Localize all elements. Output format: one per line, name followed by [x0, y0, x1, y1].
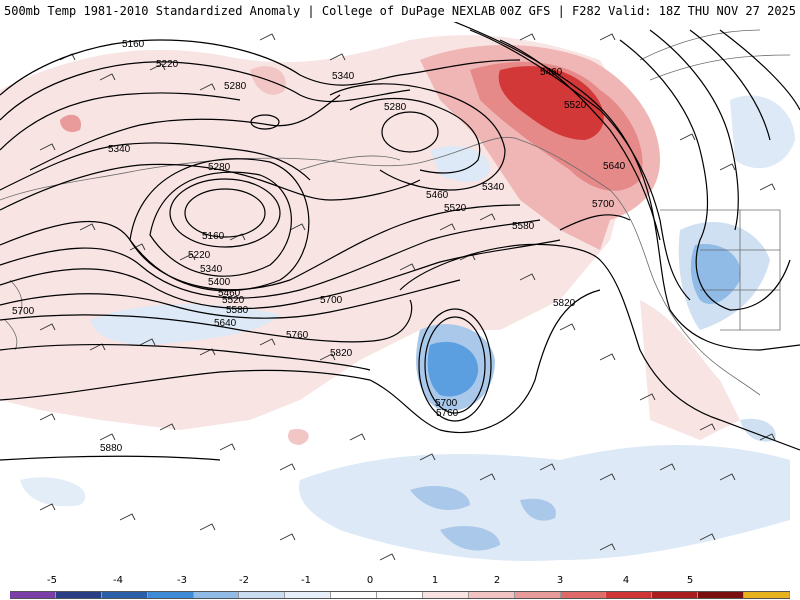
colorbar-swatch [744, 592, 790, 598]
run-valid-time: 00Z GFS | F282 Valid: 18Z THU NOV 27 202… [499, 4, 796, 18]
colorbar-swatch [468, 592, 515, 598]
height-label: 5820 [553, 298, 576, 309]
height-label: 5460 [218, 288, 241, 299]
colorbar-swatch [55, 592, 102, 598]
colorbar-swatch [331, 592, 377, 598]
colorbar-swatch [652, 592, 699, 598]
height-label: 5760 [436, 408, 459, 419]
header-bar: 500mb Temp 1981-2010 Standardized Anomal… [0, 0, 800, 22]
colorbar-swatch [560, 592, 607, 598]
colorbar-label: 3 [556, 575, 564, 586]
colorbar-swatch [10, 592, 56, 598]
height-label: 5640 [603, 161, 626, 172]
height-label: 5400 [208, 277, 231, 288]
height-label: 5160 [122, 39, 145, 50]
colorbar-label: 2 [493, 575, 501, 586]
height-label: 5340 [332, 71, 355, 82]
colorbar-swatch [377, 592, 423, 598]
height-label: 5700 [12, 306, 35, 317]
colorbar-swatch [698, 592, 744, 598]
height-label: 5700 [592, 199, 615, 210]
height-label: 5220 [156, 59, 179, 70]
height-label: 5460 [426, 190, 449, 201]
height-label: 5580 [226, 305, 249, 316]
height-label: 5220 [188, 250, 211, 261]
height-label: 5820 [330, 348, 353, 359]
height-label: 5340 [200, 264, 223, 275]
colorbar-label: 1 [431, 575, 439, 586]
height-label: 5520 [222, 295, 245, 306]
height-label: 5160 [202, 231, 225, 242]
height-labels: 5160 5220 5280 5340 5280 5340 5280 5160 … [12, 39, 626, 454]
height-contours [0, 22, 800, 461]
height-label: 5880 [100, 443, 123, 454]
cool-anomaly-fill [20, 95, 795, 561]
colorbar-swatch [147, 592, 194, 598]
wind-barbs [39, 33, 776, 561]
colorbar-swatch [514, 592, 561, 598]
height-label: 5280 [384, 102, 407, 113]
height-label: 5580 [512, 221, 535, 232]
colorbar-swatch [193, 592, 240, 598]
height-label: 5520 [564, 100, 587, 111]
anomaly-colorbar: -5 -4 -3 -2 -1 0 1 2 3 4 5 [0, 575, 800, 600]
height-label: 5340 [108, 144, 131, 155]
height-label: 5700 [320, 295, 343, 306]
height-label: 5640 [214, 318, 237, 329]
colorbar-label: 0 [366, 575, 374, 586]
colorbar-label: 5 [686, 575, 694, 586]
colorbar-label: -4 [113, 575, 123, 586]
coastlines [0, 29, 791, 396]
height-label: 5280 [208, 162, 231, 173]
height-label: 5460 [540, 67, 563, 78]
product-title: 500mb Temp 1981-2010 Standardized Anomal… [4, 4, 496, 18]
height-label: 5700 [435, 398, 458, 409]
height-label: 5280 [224, 81, 247, 92]
height-label: 5340 [482, 182, 505, 193]
colorbar-swatch [422, 592, 469, 598]
height-label: 5760 [286, 330, 309, 341]
colorbar-label: -2 [239, 575, 249, 586]
height-label: 5520 [444, 203, 467, 214]
colorbar-swatch [239, 592, 286, 598]
colorbar-label: -3 [177, 575, 187, 586]
colorbar-swatch [285, 592, 332, 598]
colorbar-swatch [101, 592, 148, 598]
colorbar-label: 4 [622, 575, 630, 586]
anomaly-map: 5160 5220 5280 5340 5280 5340 5280 5160 … [0, 22, 800, 575]
colorbar-swatch [606, 592, 653, 598]
colorbar-label: -5 [47, 575, 57, 586]
colorbar-label: -1 [301, 575, 311, 586]
colorbar-strip [10, 591, 790, 599]
